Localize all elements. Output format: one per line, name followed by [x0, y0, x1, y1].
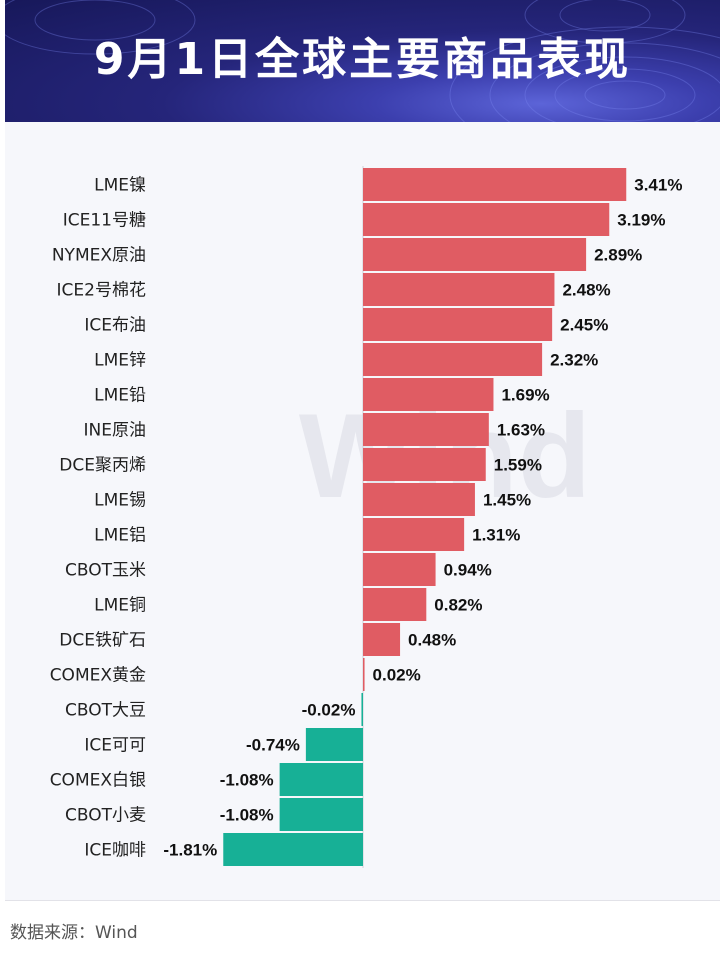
category-label: COMEX白银: [50, 771, 146, 791]
value-label: 0.48%: [408, 631, 456, 650]
value-label: 1.45%: [483, 491, 531, 510]
bar-CBOT小麦: [279, 798, 363, 831]
category-label: LME铜: [94, 596, 146, 616]
category-label: LME锡: [94, 491, 146, 511]
bar-ICE2号棉花: [363, 273, 555, 306]
value-label: -0.74%: [246, 736, 300, 755]
bar-LME铝: [363, 518, 465, 551]
value-label: 2.89%: [594, 246, 642, 265]
category-label: LME镍: [94, 176, 146, 196]
title-banner: 9月1日全球主要商品表现: [5, 0, 720, 122]
value-label: 0.82%: [434, 596, 482, 615]
value-label: -0.02%: [302, 701, 356, 720]
category-label: LME铅: [94, 386, 146, 406]
bar-ICE可可: [305, 728, 363, 761]
bar-LME锡: [363, 483, 475, 516]
value-label: 3.19%: [617, 211, 665, 230]
bar-ICE咖啡: [223, 833, 363, 866]
category-label: NYMEX原油: [52, 246, 146, 266]
category-label: ICE11号糖: [63, 211, 146, 231]
category-label: CBOT玉米: [65, 561, 146, 581]
bar-LME镍: [363, 168, 627, 201]
category-label: LME锌: [94, 351, 146, 371]
category-label: INE原油: [84, 421, 146, 441]
category-label: DCE聚丙烯: [59, 456, 146, 476]
category-label: COMEX黄金: [50, 666, 146, 686]
chart-panel: Wind LME镍3.41%ICE11号糖3.19%NYMEX原油2.89%IC…: [5, 122, 720, 901]
bar-ICE11号糖: [363, 203, 610, 236]
category-label: ICE咖啡: [84, 841, 146, 861]
bar-INE原油: [363, 413, 489, 446]
data-source-note: 数据来源：Wind: [10, 923, 138, 943]
bar-LME铅: [363, 378, 494, 411]
value-label: -1.08%: [220, 771, 274, 790]
value-label: 0.94%: [444, 561, 492, 580]
bar-ICE布油: [363, 308, 553, 341]
category-label: CBOT小麦: [65, 806, 146, 826]
bar-DCE聚丙烯: [363, 448, 486, 481]
bar-COMEX白银: [279, 763, 363, 796]
value-label: 1.69%: [501, 386, 549, 405]
category-label: DCE铁矿石: [59, 631, 146, 651]
value-label: -1.08%: [220, 806, 274, 825]
value-label: 1.59%: [494, 456, 542, 475]
value-label: 1.63%: [497, 421, 545, 440]
bar-LME铜: [363, 588, 427, 621]
category-label: ICE2号棉花: [57, 281, 146, 301]
value-label: 2.48%: [562, 281, 610, 300]
value-label: 2.45%: [560, 316, 608, 335]
category-label: CBOT大豆: [65, 701, 146, 721]
value-label: -1.81%: [163, 841, 217, 860]
banner-decoration: [5, 0, 720, 122]
value-label: 2.32%: [550, 351, 598, 370]
category-label: ICE可可: [84, 736, 146, 756]
category-label: ICE布油: [84, 316, 146, 336]
value-label: 1.31%: [472, 526, 520, 545]
category-label: LME铝: [94, 526, 146, 546]
bar-COMEX黄金: [363, 658, 365, 691]
bar-CBOT玉米: [363, 553, 436, 586]
page-title: 9月1日全球主要商品表现: [93, 34, 632, 85]
bar-LME锌: [363, 343, 543, 376]
bar-NYMEX原油: [363, 238, 587, 271]
bar-DCE铁矿石: [363, 623, 401, 656]
bar-chart: Wind LME镍3.41%ICE11号糖3.19%NYMEX原油2.89%IC…: [50, 166, 682, 868]
value-label: 0.02%: [373, 666, 421, 685]
value-label: 3.41%: [634, 176, 682, 195]
bar-CBOT大豆: [361, 693, 363, 726]
